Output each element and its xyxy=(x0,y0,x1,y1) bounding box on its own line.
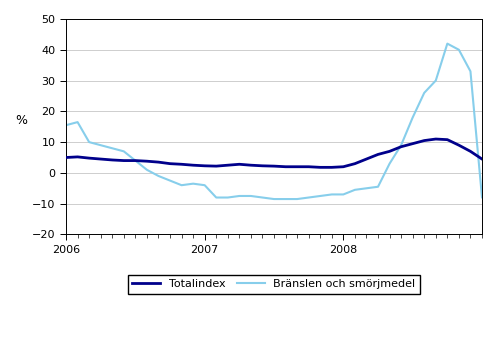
Legend: Totalindex, Bränslen och smörjmedel: Totalindex, Bränslen och smörjmedel xyxy=(128,275,420,293)
Y-axis label: %: % xyxy=(15,114,27,127)
